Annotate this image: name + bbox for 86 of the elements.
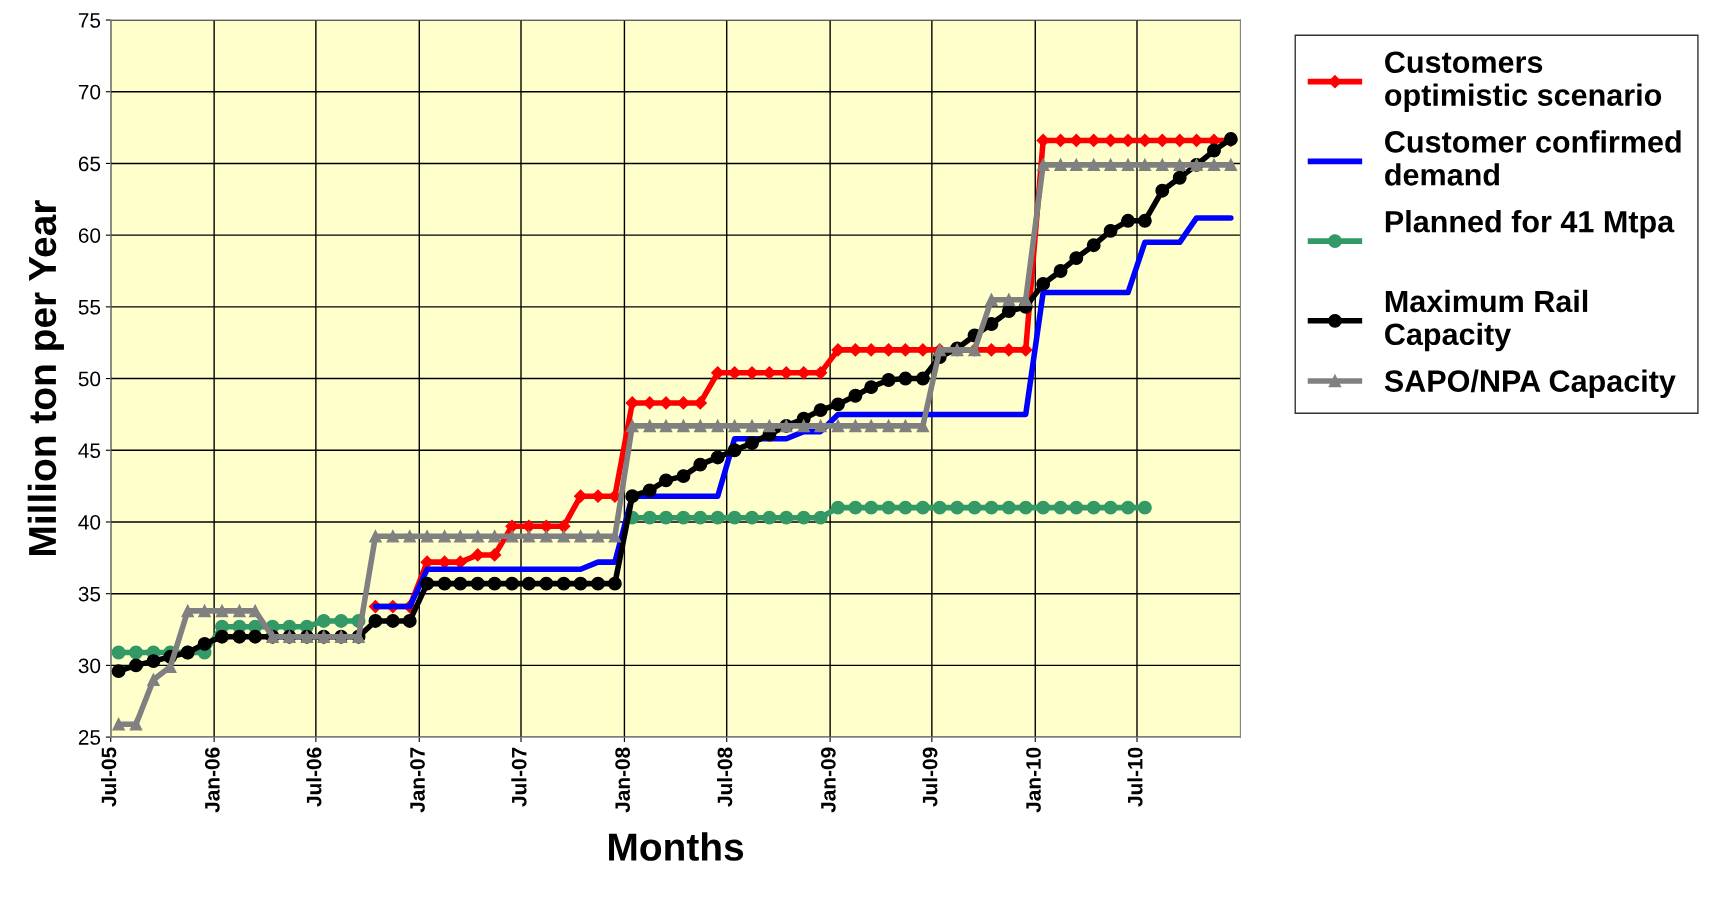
point — [1086, 500, 1101, 515]
point — [967, 500, 982, 515]
point — [848, 500, 863, 515]
x-tick-label: Jul-05 — [101, 747, 117, 807]
point — [659, 510, 673, 525]
point — [642, 510, 657, 525]
y-tick-label: 40 — [78, 514, 101, 530]
point — [676, 510, 691, 525]
point — [591, 489, 605, 503]
point — [727, 510, 742, 525]
point — [932, 500, 947, 515]
point — [1036, 133, 1050, 148]
point — [693, 510, 708, 525]
point — [129, 645, 143, 660]
point — [1121, 133, 1135, 148]
y-tick-label: 60 — [78, 228, 101, 243]
y-tick-label: 75 — [78, 13, 101, 28]
y-tick-label: 65 — [78, 156, 101, 172]
point — [1053, 500, 1068, 515]
point — [693, 396, 707, 410]
point — [950, 500, 965, 515]
point — [984, 500, 999, 515]
point — [1138, 133, 1152, 148]
x-tick-label: Jan-06 — [204, 747, 220, 813]
point — [831, 343, 845, 357]
point — [864, 500, 879, 515]
x-tick-label: Jul-09 — [922, 747, 938, 807]
point — [762, 510, 777, 525]
point — [745, 366, 759, 380]
point — [813, 510, 828, 525]
x-tick-label: Jul-08 — [717, 747, 733, 807]
point — [1001, 500, 1016, 515]
y-tick-label: 45 — [78, 443, 101, 459]
point — [420, 555, 434, 569]
point — [1121, 500, 1135, 515]
point — [915, 500, 930, 515]
point — [334, 613, 349, 628]
x-tick-label: Jan-07 — [410, 747, 425, 813]
point — [1036, 500, 1051, 515]
point — [643, 396, 657, 410]
legend-label: Maximum Rail Capacity — [1385, 289, 1588, 352]
point — [710, 510, 725, 525]
point — [471, 548, 485, 562]
y-tick-label: 70 — [78, 84, 101, 100]
legend-label: Customers optimistic scenario — [1385, 51, 1662, 112]
x-axis-title: Months — [609, 832, 744, 861]
point — [505, 519, 519, 533]
legend-label: Customer confirmed demand — [1385, 130, 1681, 186]
y-axis-title: Million ton per Year — [27, 200, 64, 555]
y-tick-label: 50 — [78, 371, 101, 387]
point — [1137, 500, 1152, 515]
point — [1069, 500, 1084, 515]
point — [659, 396, 673, 410]
point — [1002, 343, 1016, 357]
y-tick-label: 35 — [78, 586, 101, 602]
point — [522, 519, 536, 533]
x-tick-label: Jul-10 — [1127, 747, 1143, 807]
point — [111, 645, 126, 660]
point — [711, 366, 725, 380]
point — [898, 500, 913, 515]
point — [864, 343, 878, 357]
point — [1103, 500, 1118, 515]
point — [779, 510, 794, 525]
point — [916, 343, 930, 357]
point — [881, 500, 896, 515]
point — [745, 510, 759, 525]
x-tick-label: Jul-07 — [511, 747, 527, 807]
x-tick-label: Jan-09 — [820, 747, 836, 813]
point — [557, 519, 571, 533]
x-tick-label: Jan-10 — [1026, 747, 1041, 813]
point — [779, 366, 793, 380]
x-tick-label: Jan-08 — [615, 747, 631, 813]
x-tick-label: Jul-06 — [306, 747, 322, 807]
y-tick-label: 30 — [78, 658, 101, 674]
point — [1019, 343, 1033, 357]
legend-label: Planned for 41 Mtpa — [1385, 210, 1675, 239]
point — [316, 613, 331, 628]
point — [796, 510, 811, 525]
point — [625, 396, 639, 410]
y-tick-label: 25 — [78, 730, 101, 745]
point — [488, 548, 502, 562]
point — [797, 366, 811, 380]
point — [831, 500, 845, 515]
legend-label: SAPO/NPA Capacity — [1384, 369, 1676, 398]
y-tick-label: 55 — [78, 300, 101, 315]
point — [1018, 500, 1033, 515]
